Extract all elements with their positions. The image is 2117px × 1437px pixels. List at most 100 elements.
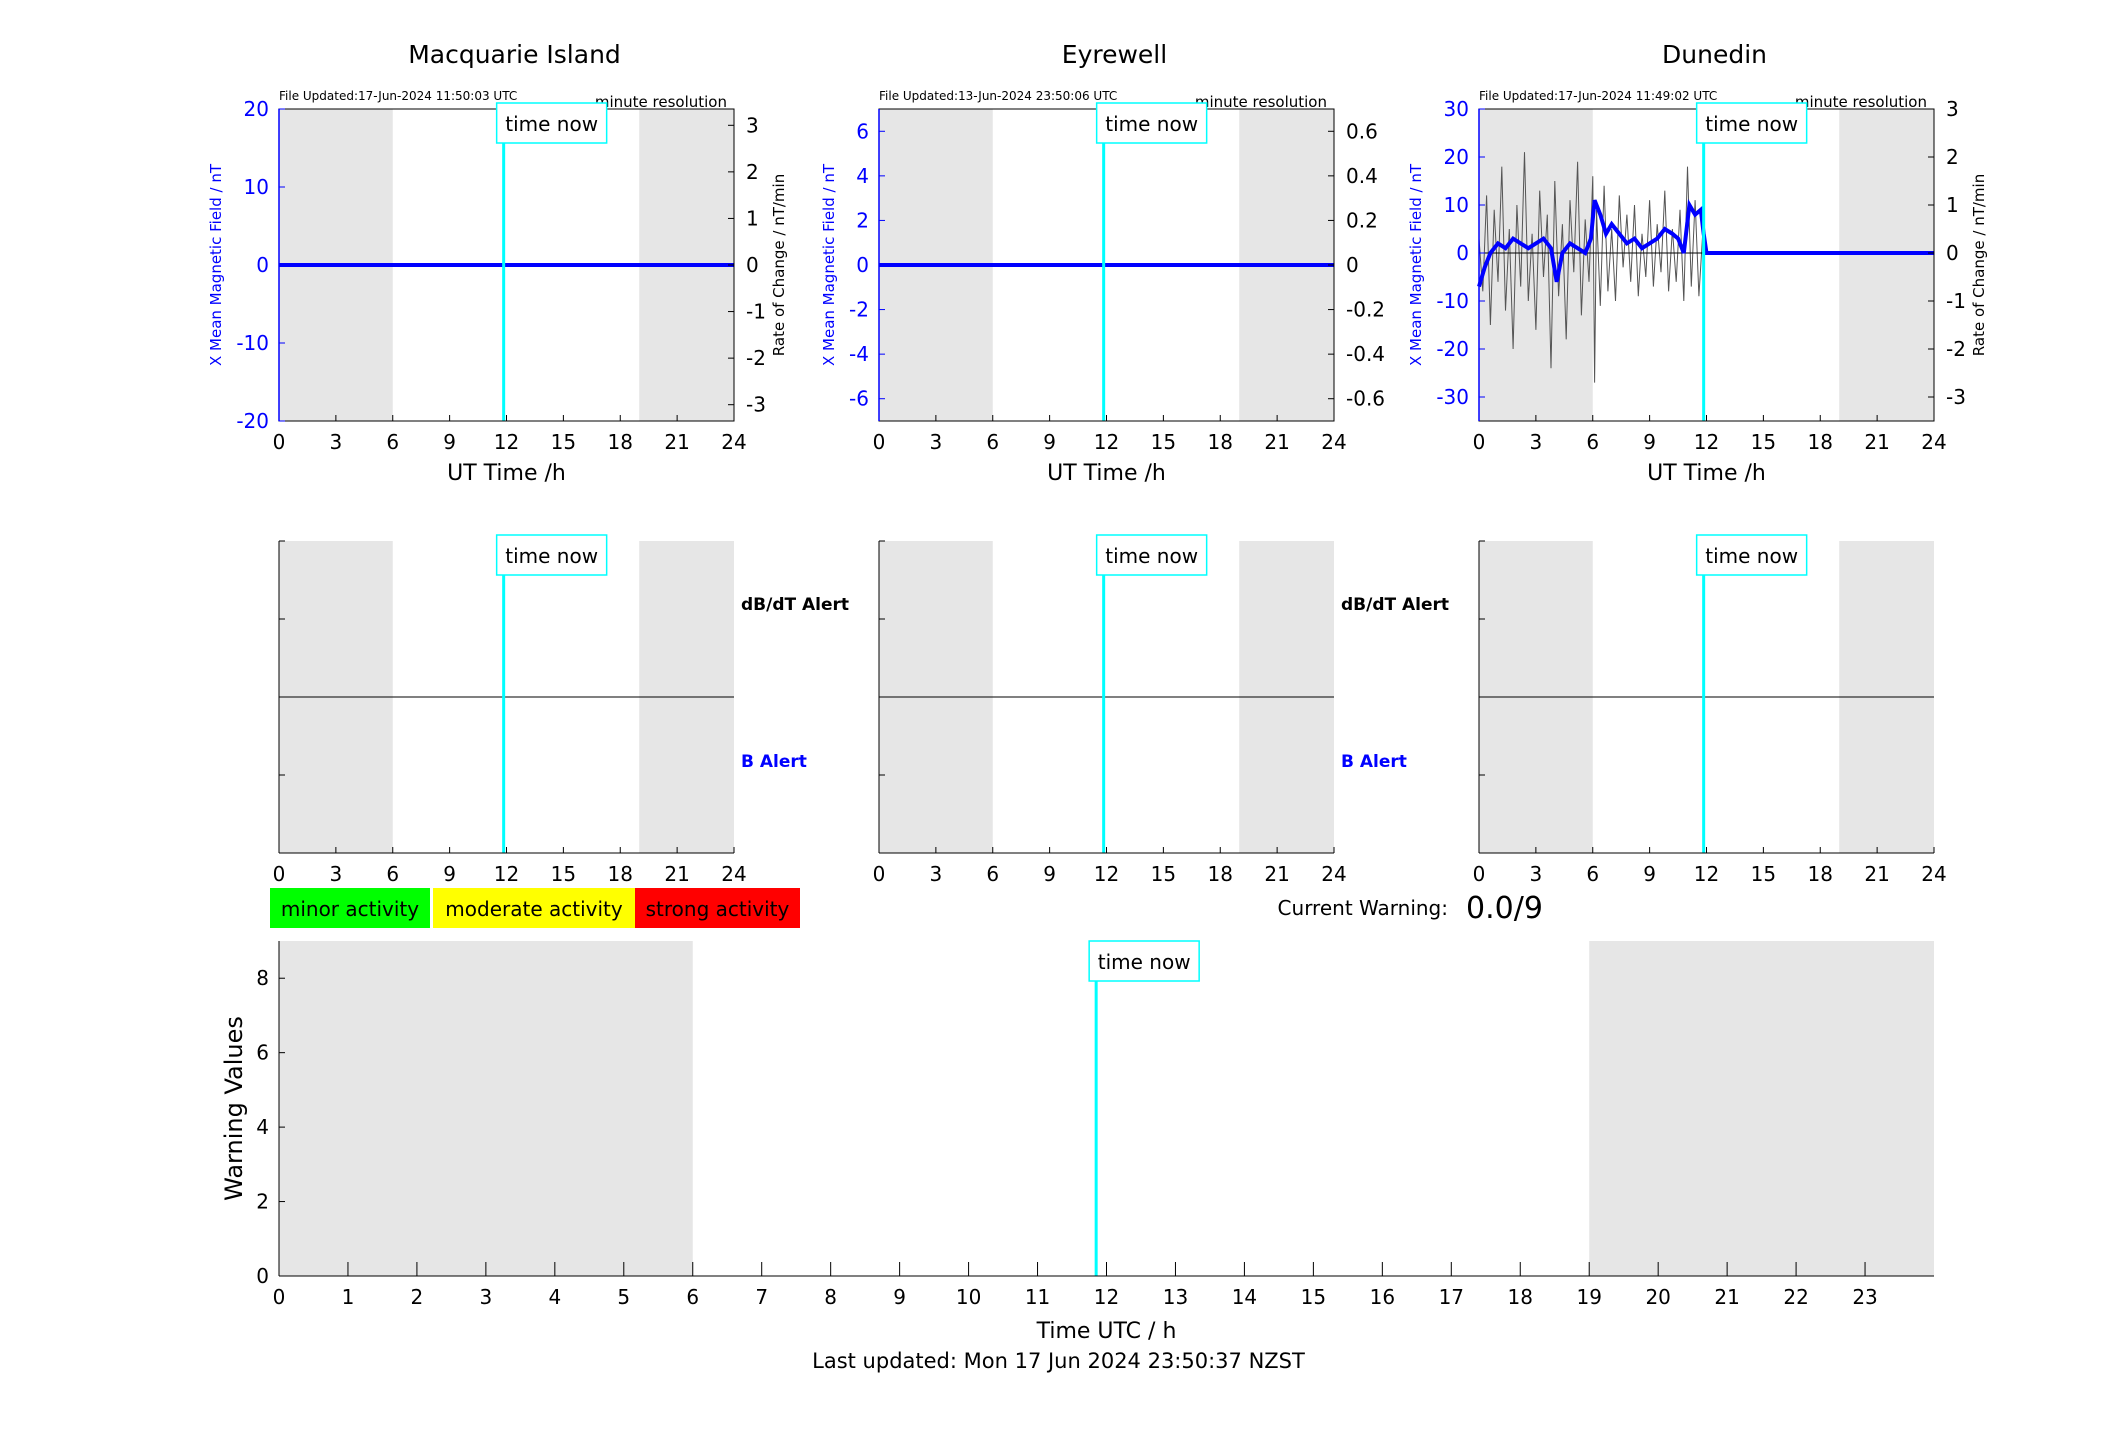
legend-swatch-strong [635, 888, 800, 928]
alert-panel-2: 0 3 6 9 12 15 18 21 24 dB/dT Alert B Alert [873, 540, 1449, 886]
time-now-box [1695, 534, 1808, 576]
x-tick-label: 0 [1473, 862, 1486, 886]
x-tick-label: 18 [1808, 430, 1833, 454]
current-warning-label: Current Warning: [1278, 896, 1448, 920]
y-tick-label: 6 [256, 1041, 269, 1065]
x-tick-label: 9 [443, 430, 456, 454]
time-now-label: time now [1105, 112, 1198, 136]
minute-resolution-label: minute resolution [595, 93, 727, 111]
y2-axis-label: Rate of Change / nT/min [770, 174, 788, 356]
y2-tick-label: 0.2 [1346, 208, 1378, 232]
activity-legend: minor activity moderate activity strong ac… [270, 888, 800, 928]
x-tick-label: 12 [1694, 862, 1719, 886]
minute-resolution-label: minute resolution [1195, 93, 1327, 111]
y-tick-label: -10 [1436, 289, 1469, 313]
x-tick-label: 23 [1852, 1285, 1877, 1309]
y2-tick-label: 3 [746, 113, 759, 137]
x-tick-label: 6 [986, 430, 999, 454]
y-tick-label: 30 [1444, 97, 1469, 121]
x-tick-label: 12 [1094, 1285, 1119, 1309]
y-axis-label: X Mean Magnetic Field / nT [1407, 163, 1425, 366]
y-tick-label: 10 [244, 175, 269, 199]
x-tick-label: 3 [930, 862, 943, 886]
x-tick-label: 13 [1163, 1285, 1188, 1309]
x-tick-label: 12 [494, 430, 519, 454]
x-tick-label: 6 [1586, 430, 1599, 454]
rate-series-line [1478, 152, 1704, 383]
time-now-box [495, 534, 608, 576]
x-tick-label: 22 [1783, 1285, 1808, 1309]
y-axis-label: X Mean Magnetic Field / nT [820, 163, 838, 366]
y-tick-label: 8 [256, 966, 269, 990]
y-tick-label: 2 [256, 1190, 269, 1214]
panel-title: Macquarie Island [408, 40, 621, 69]
y-tick-label: -20 [236, 409, 269, 433]
y-tick-label: 0 [256, 253, 269, 277]
y-tick-label: 0 [256, 1264, 269, 1288]
x-tick-label: 18 [608, 862, 633, 886]
x-tick-label: 9 [443, 862, 456, 886]
y2-tick-label: -3 [746, 393, 766, 417]
x-tick-label: 18 [608, 430, 633, 454]
time-now-box [1695, 102, 1808, 144]
x-tick-label: 6 [1586, 862, 1599, 886]
b-alert-label: B Alert [1341, 752, 1407, 772]
y2-tick-label: 0 [1946, 241, 1959, 265]
x-tick-label: 24 [721, 430, 746, 454]
x-tick-label: 15 [1151, 430, 1176, 454]
x-tick-label: 9 [1643, 862, 1656, 886]
x-tick-label: 0 [1473, 430, 1486, 454]
x-tick-label: 17 [1439, 1285, 1464, 1309]
alert-panel-3: 0 3 6 9 12 15 18 21 24 [1473, 540, 1947, 886]
file-updated-label: File Updated:13-Jun-2024 23:50:06 UTC [879, 89, 1117, 103]
x-tick-label: 24 [721, 862, 746, 886]
night-shade-0 [279, 941, 693, 1276]
x-tick-label: 20 [1645, 1285, 1670, 1309]
y2-tick-label: 1 [1946, 193, 1959, 217]
dbdt-alert-label: dB/dT Alert [1341, 595, 1449, 615]
x-tick-label: 9 [1043, 430, 1056, 454]
file-updated-label: File Updated:17-Jun-2024 11:49:02 UTC [1479, 89, 1717, 103]
time-now-label: time now [1098, 950, 1191, 974]
x-tick-label: 3 [330, 430, 343, 454]
night-shade-0 [1479, 109, 1593, 421]
x-tick-label: 6 [386, 430, 399, 454]
x-tick-label: 21 [1864, 862, 1889, 886]
x-tick-label: 3 [1530, 862, 1543, 886]
x-tick-label: 6 [686, 1285, 699, 1309]
x-axis-label: UT Time /h [1047, 461, 1166, 486]
y-tick-label: -6 [849, 387, 869, 411]
time-now-label: time now [505, 544, 598, 568]
y2-tick-label: -2 [746, 346, 766, 370]
y2-tick-label: -1 [1946, 289, 1966, 313]
x-tick-label: 15 [1751, 862, 1776, 886]
file-updated-label: File Updated:17-Jun-2024 11:50:03 UTC [279, 89, 517, 103]
time-now-label: time now [1705, 112, 1798, 136]
x-tick-label: 12 [1094, 862, 1119, 886]
y2-tick-label: 0 [746, 253, 759, 277]
night-shade-1 [1589, 941, 1934, 1276]
x-tick-label: 18 [1508, 1285, 1533, 1309]
x-tick-label: 16 [1370, 1285, 1395, 1309]
x-tick-label: 24 [1321, 862, 1346, 886]
y2-tick-label: 1 [746, 206, 759, 230]
x-tick-label: 4 [548, 1285, 561, 1309]
x-tick-label: 0 [273, 1285, 286, 1309]
time-now-box [1095, 534, 1208, 576]
x-tick-label: 11 [1025, 1285, 1050, 1309]
legend-label: strong activity [646, 897, 790, 921]
x-tick-label: 21 [664, 430, 689, 454]
y-axis-label: X Mean Magnetic Field / nT [207, 163, 225, 366]
y-tick-label: -20 [1436, 337, 1469, 361]
y-axis-label: Warning Values [220, 1016, 248, 1201]
x-tick-label: 12 [494, 862, 519, 886]
x-tick-label: 9 [1643, 430, 1656, 454]
time-now-box [1095, 102, 1208, 144]
x-tick-label: 8 [824, 1285, 837, 1309]
y2-tick-label: 2 [746, 160, 759, 184]
x-tick-label: 9 [1043, 862, 1056, 886]
x-tick-label: 15 [1751, 430, 1776, 454]
y-tick-label: 6 [856, 119, 869, 143]
legend-swatch-minor [270, 888, 430, 928]
time-now-label: time now [1105, 544, 1198, 568]
